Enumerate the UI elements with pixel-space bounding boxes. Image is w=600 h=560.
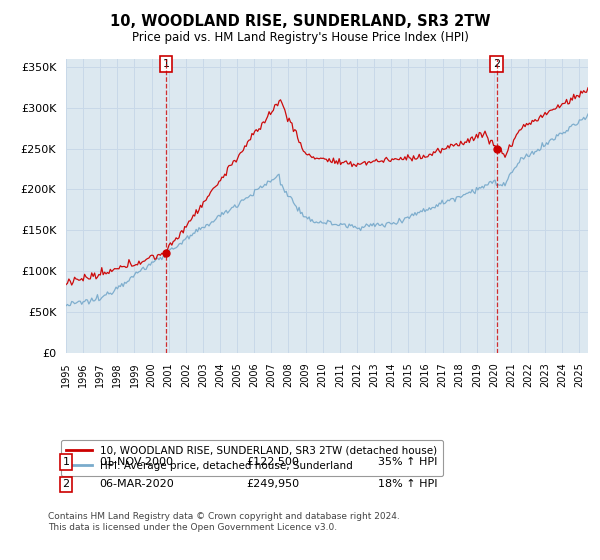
Text: 1: 1: [62, 457, 70, 467]
Text: 35% ↑ HPI: 35% ↑ HPI: [378, 457, 437, 467]
Text: Contains HM Land Registry data © Crown copyright and database right 2024.
This d: Contains HM Land Registry data © Crown c…: [48, 512, 400, 532]
Text: £249,950: £249,950: [246, 479, 299, 489]
Text: 2: 2: [62, 479, 70, 489]
Text: £122,500: £122,500: [246, 457, 299, 467]
Point: [492, 144, 502, 153]
Text: 10, WOODLAND RISE, SUNDERLAND, SR3 2TW: 10, WOODLAND RISE, SUNDERLAND, SR3 2TW: [110, 14, 490, 29]
Text: 01-NOV-2000: 01-NOV-2000: [99, 457, 173, 467]
Text: 06-MAR-2020: 06-MAR-2020: [99, 479, 174, 489]
Text: 1: 1: [163, 59, 169, 69]
Text: Price paid vs. HM Land Registry's House Price Index (HPI): Price paid vs. HM Land Registry's House …: [131, 31, 469, 44]
Text: 2: 2: [493, 59, 500, 69]
Text: 18% ↑ HPI: 18% ↑ HPI: [378, 479, 437, 489]
Legend: 10, WOODLAND RISE, SUNDERLAND, SR3 2TW (detached house), HPI: Average price, det: 10, WOODLAND RISE, SUNDERLAND, SR3 2TW (…: [61, 440, 443, 477]
Point: [161, 248, 170, 257]
